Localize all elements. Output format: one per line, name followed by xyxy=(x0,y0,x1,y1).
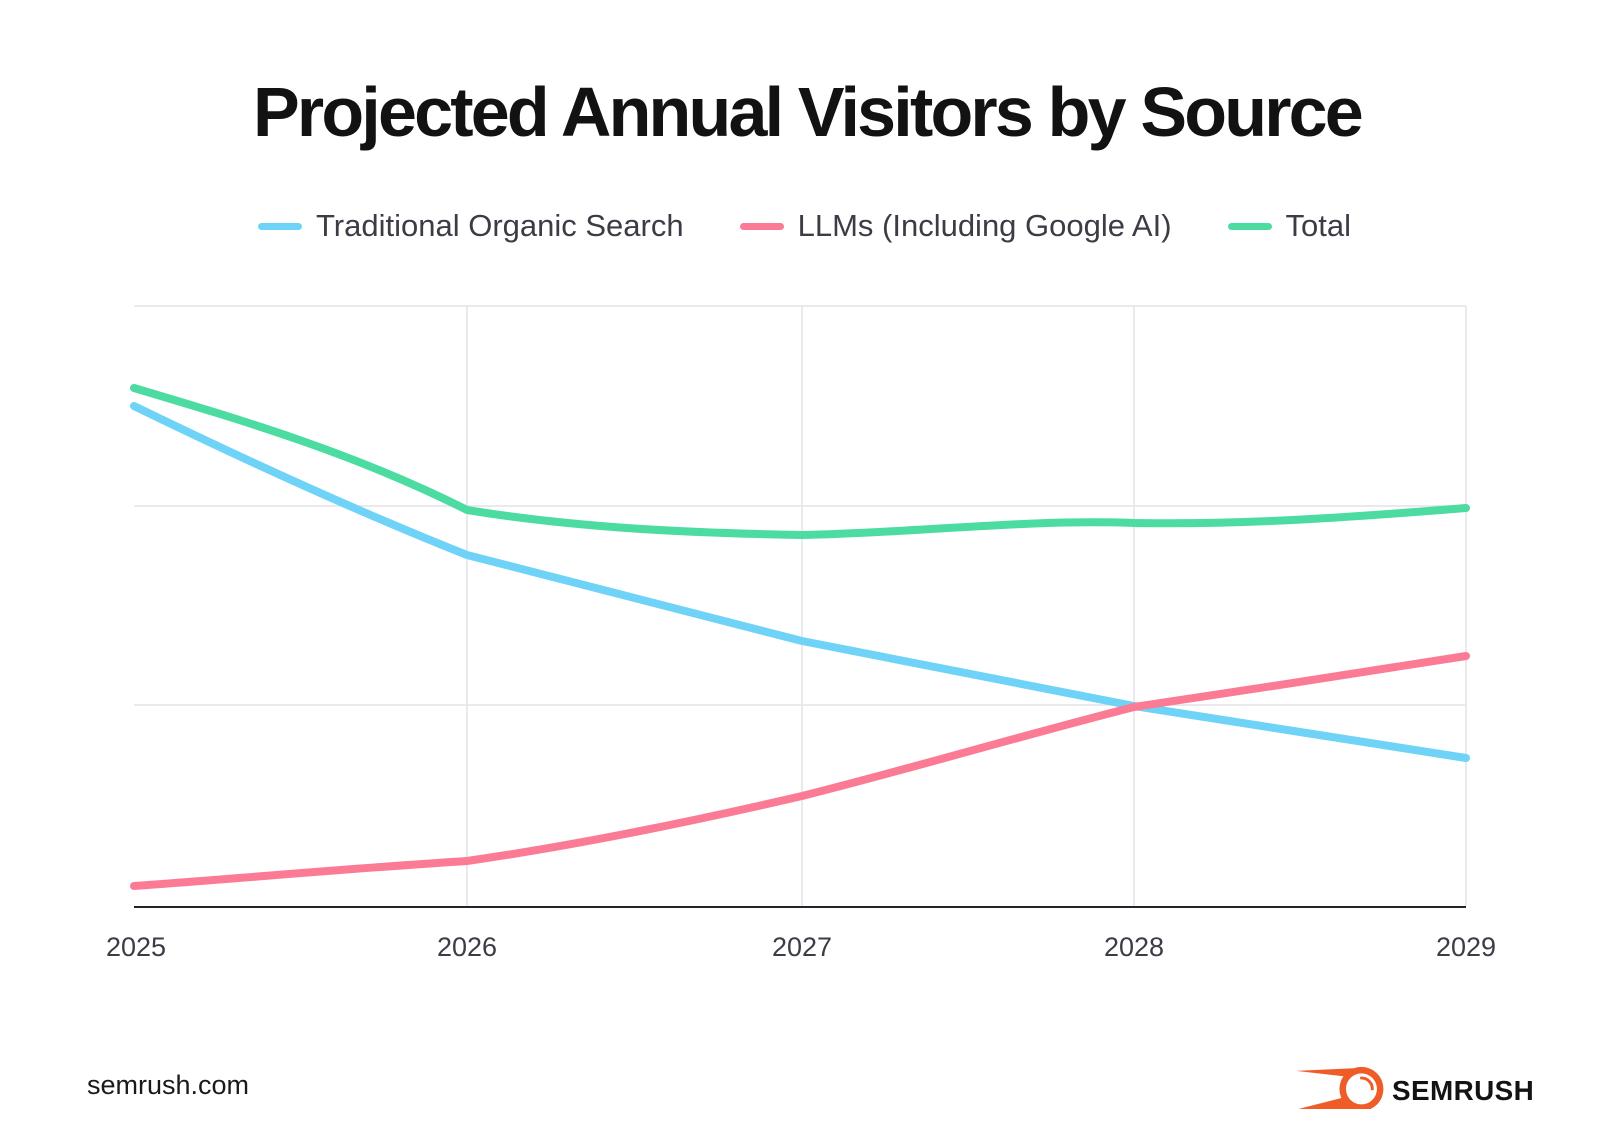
svg-text:SEMRUSH: SEMRUSH xyxy=(1392,1075,1534,1106)
